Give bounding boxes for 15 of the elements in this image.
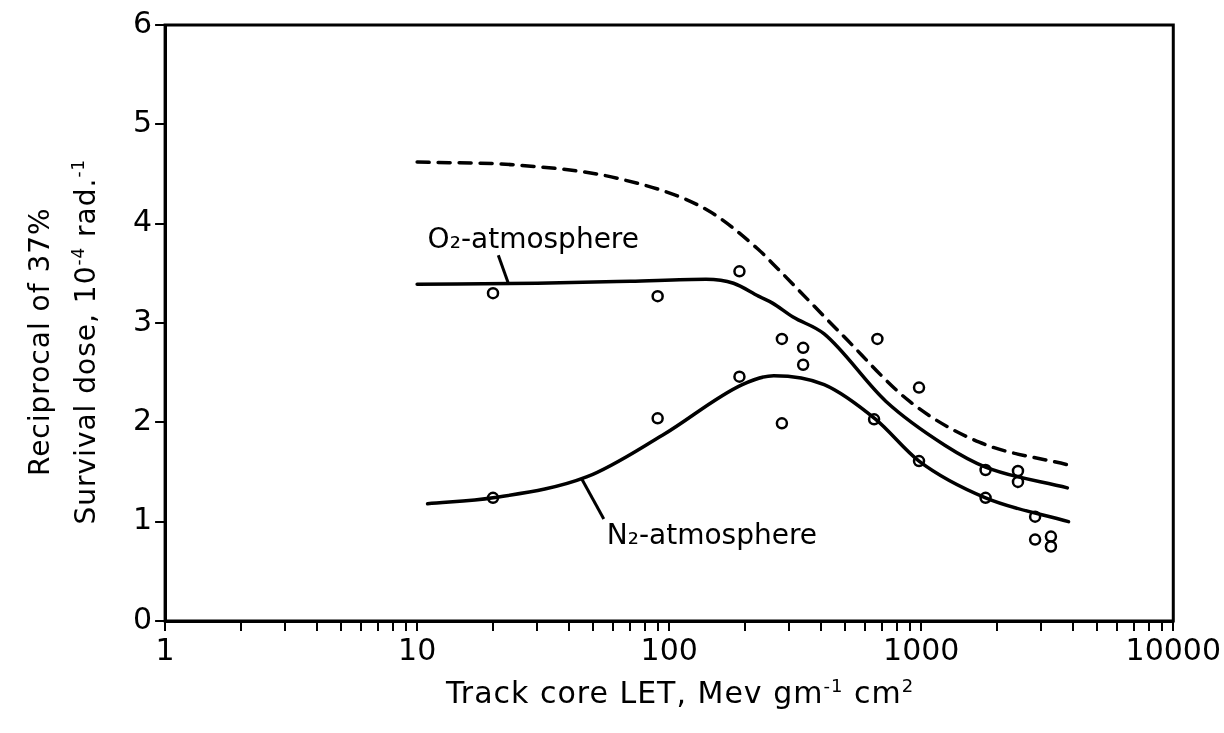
x-axis-title: Track core LET, Mev gm$^{-1}$ cm$^{2}$ xyxy=(444,675,916,710)
x-tick-label: 1 xyxy=(155,631,175,667)
x-tick-label: 100 xyxy=(640,631,698,667)
annotation: O₂-atmosphere xyxy=(427,222,639,256)
x-tick-label: 10000 xyxy=(1125,631,1221,667)
y-tick-label: 3 xyxy=(132,302,153,338)
y-tick-label: 0 xyxy=(132,600,153,636)
x-tick-label: 10 xyxy=(398,631,437,667)
y-tick-label: 1 xyxy=(132,501,153,537)
x-tick-label: 1000 xyxy=(883,631,960,667)
annotation: N₂-atmosphere xyxy=(606,517,818,551)
y-tick-label: 5 xyxy=(132,104,153,140)
y-tick-label: 4 xyxy=(132,203,153,239)
y-tick-label: 2 xyxy=(132,402,153,438)
y-tick-label: 6 xyxy=(132,4,153,40)
